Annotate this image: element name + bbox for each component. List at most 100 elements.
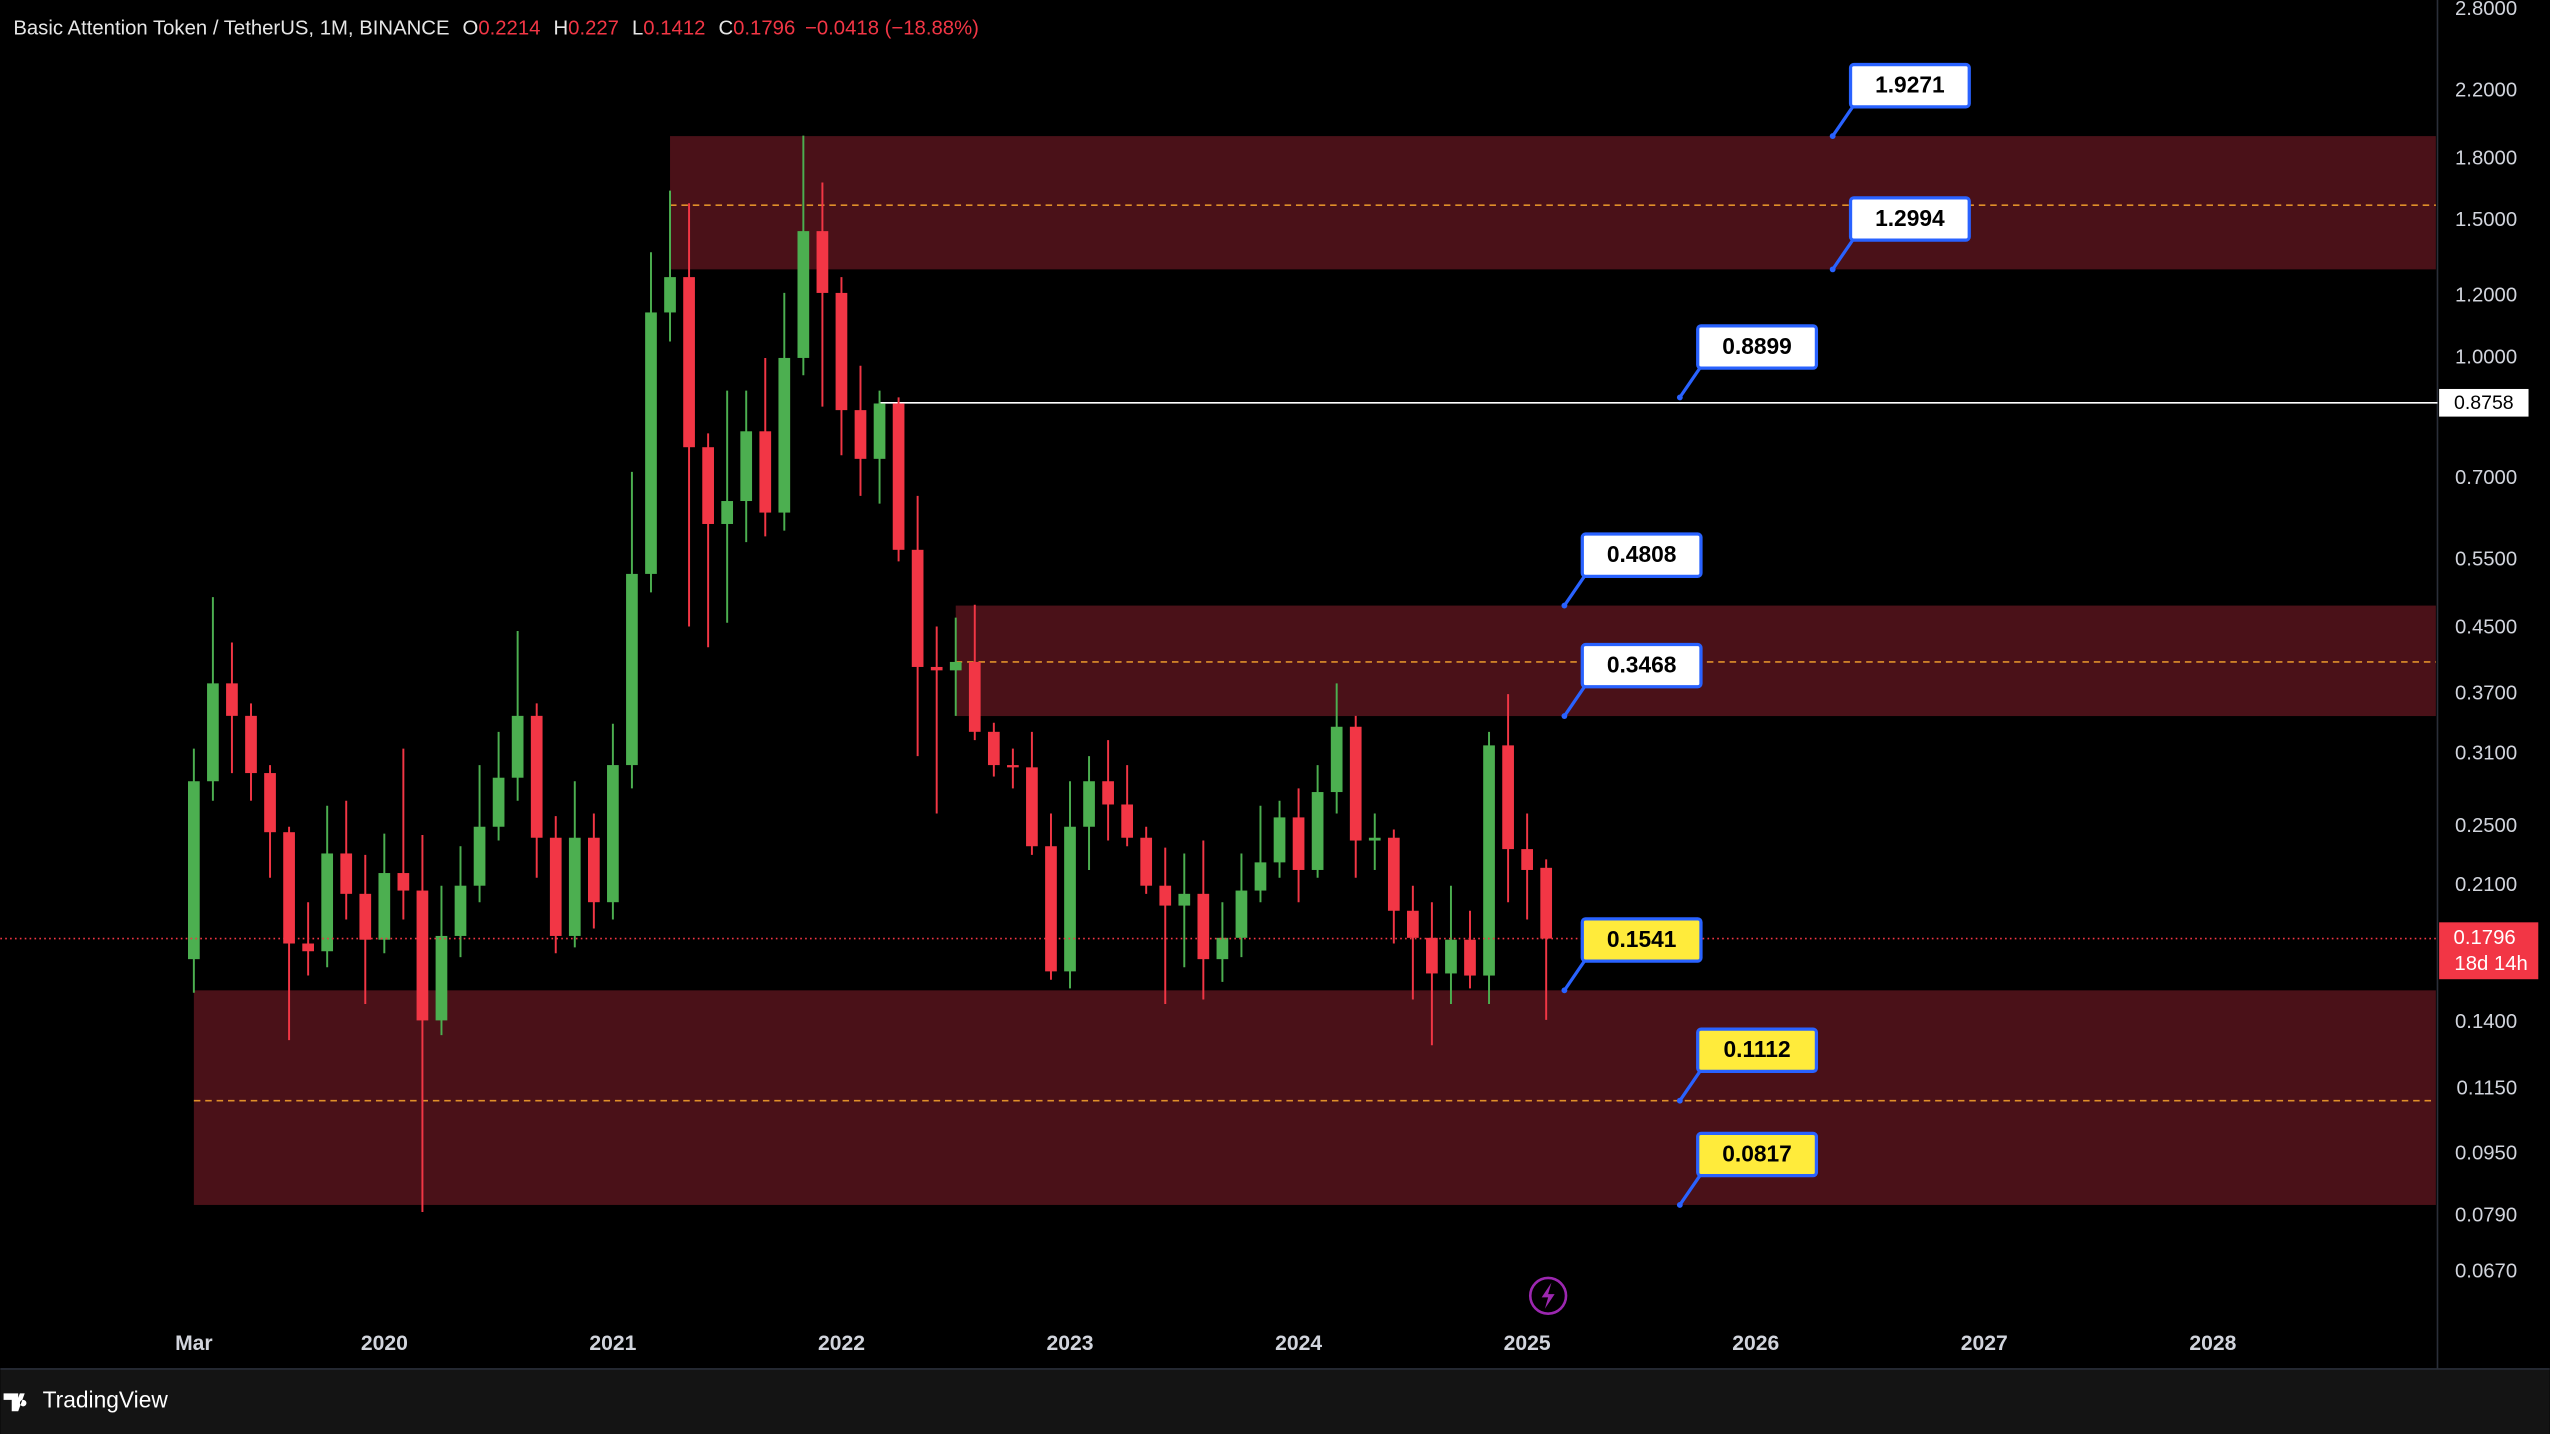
candle-body xyxy=(911,549,924,667)
callout-anchor xyxy=(1829,266,1836,273)
tradingview-logo xyxy=(3,1393,27,1412)
candle-body xyxy=(797,231,810,358)
y-tick-label: 0.0670 xyxy=(2455,1260,2517,1282)
callout-label: 0.1112 xyxy=(1724,1036,1791,1062)
candle-body xyxy=(321,853,334,952)
callout-anchor xyxy=(1829,133,1836,140)
candle-body xyxy=(264,773,276,833)
y-tick-label: 0.2100 xyxy=(2455,874,2517,896)
callout-label: 0.4808 xyxy=(1607,541,1677,567)
candle-body xyxy=(854,410,867,459)
countdown: 18d 14h xyxy=(2454,953,2527,975)
callout-pointer xyxy=(1678,1173,1703,1206)
candle-body xyxy=(587,837,600,903)
callout-anchor xyxy=(1561,713,1568,719)
candle-body xyxy=(816,231,829,293)
ohlc-label: C xyxy=(718,18,733,40)
legend-header: Basic Attention Token / TetherUS, 1M, BI… xyxy=(13,18,979,40)
callout-pointer xyxy=(1563,573,1587,607)
candle-body xyxy=(1521,849,1533,870)
candle-body xyxy=(1235,890,1248,938)
candle-body xyxy=(1483,745,1495,976)
callout-box xyxy=(1580,917,1703,963)
candle-body xyxy=(759,431,772,513)
hline-price-box xyxy=(2439,388,2529,417)
ohlc-label: O xyxy=(463,18,479,40)
callout-anchor xyxy=(1561,987,1568,994)
candle-body xyxy=(397,873,410,891)
candle-body xyxy=(968,661,981,732)
callout-box xyxy=(1848,62,1971,109)
candle-body xyxy=(245,715,257,774)
hline-price-label: 0.8758 xyxy=(2454,392,2514,414)
candle-body xyxy=(1464,939,1476,976)
y-tick-label: 0.2500 xyxy=(2455,815,2517,837)
candle-body xyxy=(1197,893,1210,960)
x-tick-label: 2027 xyxy=(1961,1332,2008,1355)
callout-anchor xyxy=(1676,1202,1683,1208)
callout-box xyxy=(1580,532,1703,578)
candle-body xyxy=(568,837,581,936)
y-tick-label: 1.0000 xyxy=(2455,346,2517,368)
candle-body xyxy=(1045,846,1057,972)
callout-label: 0.1541 xyxy=(1607,926,1677,952)
x-tick-label: 2023 xyxy=(1047,1332,1094,1355)
candle-body xyxy=(511,715,524,778)
ohlc-value: 0.2214 xyxy=(478,18,540,40)
y-tick-label: 1.8000 xyxy=(2455,148,2517,170)
candle-body xyxy=(721,501,734,524)
candle-body xyxy=(1407,910,1419,938)
candle-body xyxy=(1311,792,1324,870)
callout-box xyxy=(1696,324,1819,370)
candle-body xyxy=(1064,826,1076,972)
y-tick-label: 0.1400 xyxy=(2455,1011,2517,1033)
candle-body xyxy=(626,573,638,766)
candle-body xyxy=(664,277,676,313)
y-tick-label: 0.0950 xyxy=(2455,1142,2517,1164)
y-tick-label: 0.3700 xyxy=(2455,683,2517,705)
y-tick-label: 0.1150 xyxy=(2457,1078,2518,1100)
candle-body xyxy=(1121,804,1134,838)
candle-body xyxy=(1216,937,1229,960)
candle-body xyxy=(778,357,791,513)
callout-anchor xyxy=(1561,602,1568,609)
candle-body xyxy=(1368,837,1381,841)
candle-body xyxy=(1254,862,1267,891)
x-tick-label: Mar xyxy=(175,1332,213,1355)
y-tick-label: 0.4500 xyxy=(2455,616,2517,638)
callout-box xyxy=(1848,196,1971,242)
callout-pointer xyxy=(1678,1068,1703,1102)
callout-box xyxy=(1580,642,1703,689)
candle-body xyxy=(454,885,467,936)
callout-pointer xyxy=(1678,365,1703,399)
callout-label: 0.8899 xyxy=(1722,333,1792,359)
callout-label: 1.2994 xyxy=(1875,205,1945,231)
candle-body xyxy=(1007,765,1019,768)
candle-body xyxy=(1140,837,1153,886)
candle-body xyxy=(1178,893,1191,906)
candle-body xyxy=(1026,767,1038,847)
ohlc-value: 0.1796 xyxy=(733,18,795,40)
footer xyxy=(0,1368,2550,1434)
candle-body xyxy=(473,826,486,886)
candle-body xyxy=(1445,939,1457,974)
ohlc-value: 0.227 xyxy=(568,18,619,40)
ohlc-value: 0.1412 xyxy=(643,18,705,40)
candle-body xyxy=(949,661,962,671)
x-tick-label: 2021 xyxy=(589,1332,636,1355)
logo-mark xyxy=(3,1393,27,1412)
candle-body xyxy=(530,715,543,838)
last-price-box xyxy=(2439,922,2539,980)
candle-body xyxy=(702,447,714,524)
candle-body xyxy=(873,403,886,459)
candle-body xyxy=(1292,817,1305,870)
candle-body xyxy=(416,890,429,1021)
candle-body xyxy=(740,431,753,502)
x-tick-label: 2024 xyxy=(1275,1332,1322,1355)
callout-box xyxy=(1696,1131,1819,1178)
candle-body xyxy=(283,832,295,944)
x-tick-label: 2026 xyxy=(1732,1332,1779,1355)
candle-body xyxy=(1273,817,1286,863)
brand: TradingView xyxy=(43,1386,169,1412)
candle-body xyxy=(1083,781,1095,827)
